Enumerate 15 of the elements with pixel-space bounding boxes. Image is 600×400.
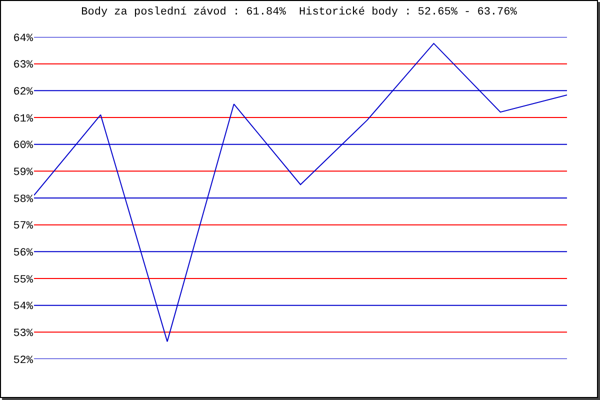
y-tick-label: 56% bbox=[13, 248, 34, 260]
y-tick-label: 55% bbox=[13, 274, 34, 286]
y-tick-label: 54% bbox=[13, 301, 34, 314]
y-tick-label: 58% bbox=[13, 194, 34, 206]
y-tick-label: 63% bbox=[13, 60, 34, 72]
y-tick-label: 60% bbox=[13, 140, 34, 152]
y-tick-label: 53% bbox=[13, 328, 34, 340]
y-tick-label: 57% bbox=[13, 220, 34, 233]
y-tick-label: 59% bbox=[13, 167, 34, 180]
y-tick-label: 64% bbox=[13, 32, 34, 45]
y-tick-label: 61% bbox=[13, 113, 34, 126]
y-tick-label: 52% bbox=[13, 354, 34, 367]
chart-title: Body za poslední závod : 61.84% Historické body : 52.65% - 63.76% bbox=[81, 6, 518, 19]
y-tick-label: 62% bbox=[13, 86, 34, 99]
line-series bbox=[34, 42, 567, 342]
